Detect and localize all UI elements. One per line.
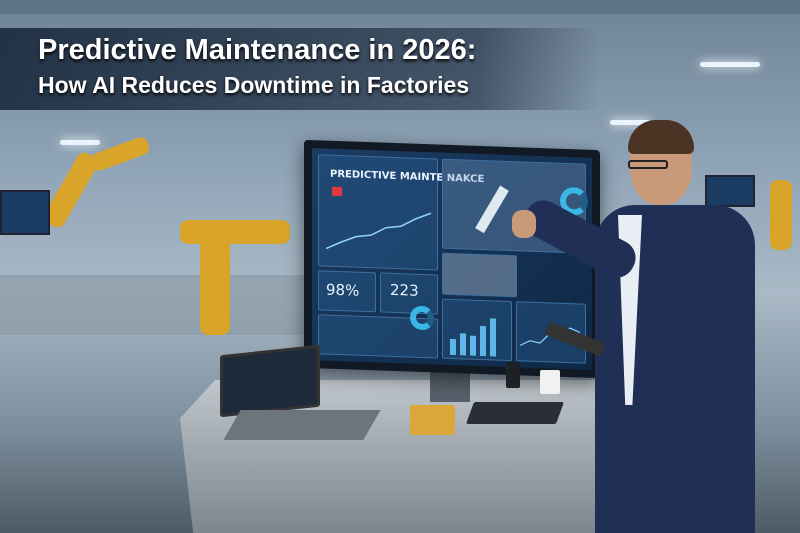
glasses: [628, 160, 668, 169]
robot-arm: [180, 220, 290, 244]
monitor-stand: [430, 372, 470, 402]
notebook: [410, 405, 455, 435]
mug: [540, 370, 560, 394]
laptop-keyboard: [223, 410, 381, 440]
ceiling-beam: [0, 0, 800, 14]
alert-icon: [332, 186, 342, 197]
background-monitor: [705, 175, 755, 207]
hair: [628, 120, 694, 154]
keyboard: [465, 402, 565, 424]
title-banner: [0, 28, 600, 110]
background-monitor: [0, 190, 50, 235]
cup: [506, 362, 520, 388]
line-chart: [326, 212, 432, 250]
donut-chart: [410, 305, 434, 331]
laptop-screen: [220, 344, 320, 418]
conveyor: [0, 275, 320, 335]
monitor-screen: PREDICTIVE MAINTE NAKCE 98% 223: [312, 148, 592, 370]
ceiling-light: [60, 140, 100, 145]
bar-chart: [450, 318, 496, 357]
headline: Predictive Maintenance in 2026:: [38, 34, 477, 66]
camera-feed-panel: [442, 252, 517, 298]
ceiling-light: [700, 62, 760, 67]
ceiling-light: [610, 120, 650, 125]
kpi-count: 223: [390, 280, 419, 300]
pointing-hand: [512, 210, 536, 238]
dashboard-monitor: PREDICTIVE MAINTE NAKCE 98% 223: [304, 139, 600, 379]
robot-arm: [770, 180, 792, 250]
subheadline: How AI Reduces Downtime in Factories: [38, 72, 470, 98]
kpi-uptime: 98%: [326, 280, 360, 300]
